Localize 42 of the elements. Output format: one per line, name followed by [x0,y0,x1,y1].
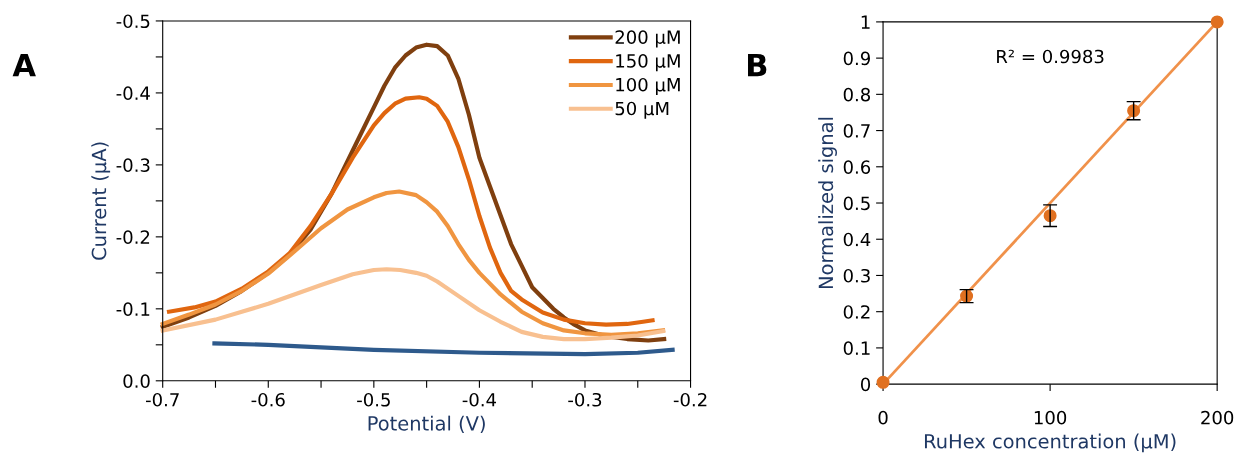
x-tick-label: -0.6 [251,392,285,407]
y-tick-label: 0.9 [843,51,870,66]
legend-label: 200 µM [615,30,680,48]
x-tick-label: 100 [1034,410,1067,425]
y-tick-label: -0.3 [116,158,150,172]
line-series [160,189,666,337]
x-tick-label: -0.4 [462,392,497,407]
x-tick-label: -0.3 [568,392,602,407]
x-axis-title: Potential (V) [368,415,485,433]
line-series [212,341,675,357]
point [876,375,890,389]
y-tick-label: -0.5 [116,14,150,29]
y-tick-label: 0.8 [843,87,871,102]
x-tick-label: 0 [878,410,888,425]
x-tick-label: -0.2 [673,392,707,407]
text: B [748,53,767,77]
y-tick-label: 0.5 [843,196,870,211]
y-axis-title: Current (µA) [91,142,111,260]
y-tick-label: 0 [860,377,871,392]
y-tick-label: 0.1 [843,341,870,356]
annotation: R² = 0.9983 [997,49,1104,64]
legend-label: 100 µM [616,77,680,96]
y-tick-label: 0.7 [843,124,870,138]
line-series [160,267,666,342]
y-tick-label: -0.1 [116,302,150,316]
y-tick-label: 0.3 [843,268,870,283]
y-tick-label: 0.4 [843,232,871,247]
text: A [12,53,36,77]
x-tick-label: 200 [1201,410,1234,425]
y-tick-label: 0.2 [843,305,870,319]
x-tick-label: -0.7 [145,392,179,407]
legend-label: 150 µM [616,54,680,72]
x-tick-label: -0.5 [357,392,390,407]
point [1210,15,1224,29]
y-tick-label: 1 [861,15,870,29]
y-tick-label: -0.4 [116,86,150,101]
y-tick-label: -0.2 [116,230,150,244]
legend-label: 50 µM [615,101,669,119]
y-tick-label: 0.6 [843,160,871,174]
y-axis-title: Normalized signal [818,117,837,289]
x-axis-title: RuHex concentration (µM) [924,433,1176,453]
y-tick-label: 0.0 [123,374,150,388]
